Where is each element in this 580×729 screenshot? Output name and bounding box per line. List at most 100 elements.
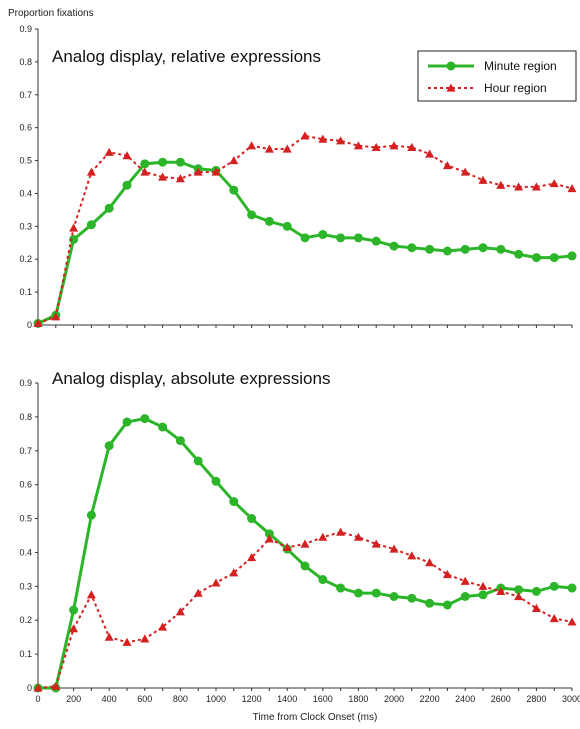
data-point-minute [264,216,274,226]
data-point-hour [371,539,381,548]
data-point-minute [193,456,203,466]
x-tick-label: 1800 [348,694,368,704]
data-point-hour [69,223,79,232]
data-point-hour [353,141,363,150]
data-point-hour [282,144,292,153]
y-tick-label: 0.3 [19,581,32,591]
data-point-minute [407,593,417,603]
y-tick-label: 0.9 [19,24,32,34]
panel-title: Analog display, relative expressions [52,47,321,66]
data-point-hour [531,603,541,612]
legend-marker-hour [446,83,456,92]
x-tick-label: 1200 [242,694,262,704]
x-tick-label: 800 [173,694,188,704]
data-point-minute [69,605,79,615]
data-point-hour [460,576,470,585]
series-line-minute [37,160,573,325]
data-point-hour [300,539,310,548]
y-tick-label: 0.5 [19,156,32,166]
data-point-minute [140,414,150,424]
data-point-minute [175,157,185,167]
data-point-hour [318,532,328,541]
panel-title: Analog display, absolute expressions [52,369,330,388]
data-point-minute [478,243,488,253]
data-point-minute [460,244,470,254]
data-point-minute [425,598,435,608]
y-tick-label: 0.8 [19,412,32,422]
x-tick-label: 2200 [420,694,440,704]
x-tick-label: 3000 [562,694,580,704]
x-tick-label: 1400 [277,694,297,704]
data-point-hour [371,142,381,151]
data-point-minute [300,561,310,571]
data-point-hour [531,182,541,191]
panel-relative: 0 0.1 0.2 0.3 0.4 0.5 0.6 0.7 0.8 0.9 Analog displ… [8,8,577,330]
data-point-hour [549,179,559,188]
data-point-hour [86,590,96,599]
data-point-hour [140,167,150,176]
y-tick-label: 0.4 [19,188,32,198]
data-point-hour [122,151,132,160]
y-tick-label: 0.9 [19,378,32,388]
data-point-minute [478,590,488,600]
data-point-minute [336,583,346,593]
data-point-minute [549,581,559,591]
data-point-minute [442,600,452,610]
y-tick-label: 0.6 [19,123,32,133]
data-point-minute [514,249,524,259]
legend-label: Minute region [484,59,557,73]
data-point-hour [389,544,399,553]
data-point-minute [425,244,435,254]
data-point-minute [353,233,363,243]
data-point-minute [531,586,541,596]
data-point-minute [175,436,185,446]
data-point-minute [104,441,114,451]
data-point-minute [300,233,310,243]
x-axis-label: Time from Clock Onset (ms) [253,712,378,723]
data-point-hour [104,632,114,641]
data-point-hour [229,156,239,165]
x-tick-label: 400 [102,694,117,704]
data-point-hour [33,683,43,692]
data-point-minute [514,585,524,595]
data-point-hour [478,581,488,590]
data-point-hour [122,637,132,646]
data-point-hour [211,578,221,587]
data-point-minute [567,251,577,261]
y-tick-label: 0.1 [19,287,32,297]
data-point-minute [247,514,257,524]
data-point-hour [104,147,114,156]
data-point-hour [549,614,559,623]
x-tick-label: 1000 [206,694,226,704]
data-point-minute [460,592,470,601]
data-point-minute [371,588,381,598]
data-point-minute [122,417,132,427]
data-point-minute [318,575,328,585]
data-point-hour [336,527,346,536]
data-point-hour [33,318,43,327]
y-tick-label: 0.7 [19,446,32,456]
data-point-hour [211,167,221,176]
x-tick-label: 2800 [526,694,546,704]
y-tick-label: 0.4 [19,547,32,557]
data-point-minute [442,246,452,256]
data-point-minute [229,185,239,195]
data-point-minute [567,583,577,593]
data-point-hour [86,167,96,176]
x-tick-label: 2000 [384,694,404,704]
data-point-hour [229,568,239,577]
data-point-hour [51,681,61,690]
data-point-hour [158,172,168,181]
data-point-hour [496,180,506,189]
data-point-minute [211,476,221,486]
series-line-hour [37,134,573,325]
data-point-hour [175,607,185,616]
data-point-hour [407,142,417,151]
data-point-hour [442,160,452,170]
data-point-hour [282,542,292,551]
y-tick-label: 0.2 [19,615,32,625]
y-tick-label: 0.3 [19,221,32,231]
data-point-hour [193,167,203,176]
data-point-minute [549,253,559,263]
data-point-hour [567,617,577,626]
